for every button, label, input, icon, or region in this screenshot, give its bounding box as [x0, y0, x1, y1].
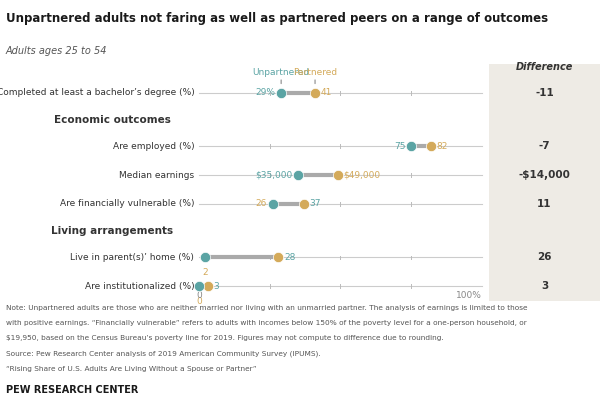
Text: $49,000: $49,000 [343, 170, 380, 180]
Text: Living arrangements: Living arrangements [51, 226, 173, 236]
Text: Economic outcomes: Economic outcomes [54, 115, 170, 125]
Text: Are financially vulnerable (%): Are financially vulnerable (%) [60, 199, 194, 209]
Point [293, 172, 303, 178]
Text: PEW RESEARCH CENTER: PEW RESEARCH CENTER [6, 385, 139, 395]
Point [333, 172, 343, 178]
Text: Completed at least a bachelor’s degree (%): Completed at least a bachelor’s degree (… [0, 88, 194, 97]
Text: 26: 26 [256, 199, 267, 209]
Point [274, 254, 283, 261]
Text: 26: 26 [537, 252, 552, 262]
Text: 11: 11 [537, 199, 552, 209]
Text: Unpartnered: Unpartnered [253, 68, 310, 77]
Text: -7: -7 [539, 141, 550, 151]
Text: 0: 0 [196, 291, 202, 300]
Text: Are employed (%): Are employed (%) [113, 142, 194, 151]
Text: 2: 2 [202, 268, 208, 277]
Text: $35,000: $35,000 [255, 170, 292, 180]
Text: 41: 41 [321, 88, 332, 97]
Point [406, 143, 416, 150]
Point [426, 143, 436, 150]
Text: 75: 75 [394, 142, 406, 151]
Point [310, 89, 320, 96]
Text: Source: Pew Research Center analysis of 2019 American Community Survey (IPUMS).: Source: Pew Research Center analysis of … [6, 350, 321, 357]
Text: 37: 37 [310, 199, 321, 209]
Text: 3: 3 [541, 282, 548, 291]
Text: 82: 82 [437, 142, 448, 151]
Text: Note: Unpartnered adults are those who are neither married nor living with an un: Note: Unpartnered adults are those who a… [6, 305, 527, 311]
Text: 29%: 29% [256, 88, 275, 97]
Text: 100%: 100% [456, 291, 482, 300]
Point [268, 201, 277, 207]
Text: 3: 3 [214, 282, 219, 291]
Point [200, 254, 209, 261]
Text: Partnered: Partnered [293, 68, 337, 77]
Text: 28: 28 [284, 253, 295, 262]
Text: Adults ages 25 to 54: Adults ages 25 to 54 [6, 46, 107, 56]
Point [194, 283, 204, 290]
Text: Difference: Difference [516, 62, 573, 72]
Text: 0: 0 [196, 297, 202, 306]
Text: with positive earnings. “Financially vulnerable” refers to adults with incomes b: with positive earnings. “Financially vul… [6, 320, 527, 326]
Text: Unpartnered adults not faring as well as partnered peers on a range of outcomes: Unpartnered adults not faring as well as… [6, 12, 548, 25]
Point [299, 201, 308, 207]
Text: Are institutionalized (%): Are institutionalized (%) [85, 282, 194, 291]
Text: Median earnings: Median earnings [119, 170, 194, 180]
Text: “Rising Share of U.S. Adults Are Living Without a Spouse or Partner”: “Rising Share of U.S. Adults Are Living … [6, 366, 257, 372]
Text: -11: -11 [535, 88, 554, 98]
Text: -$14,000: -$14,000 [518, 170, 571, 180]
Point [203, 283, 212, 290]
Text: $19,950, based on the Census Bureau’s poverty line for 2019. Figures may not com: $19,950, based on the Census Bureau’s po… [6, 335, 444, 341]
Text: Live in parent(s)’ home (%): Live in parent(s)’ home (%) [70, 253, 194, 262]
Point [277, 89, 286, 96]
